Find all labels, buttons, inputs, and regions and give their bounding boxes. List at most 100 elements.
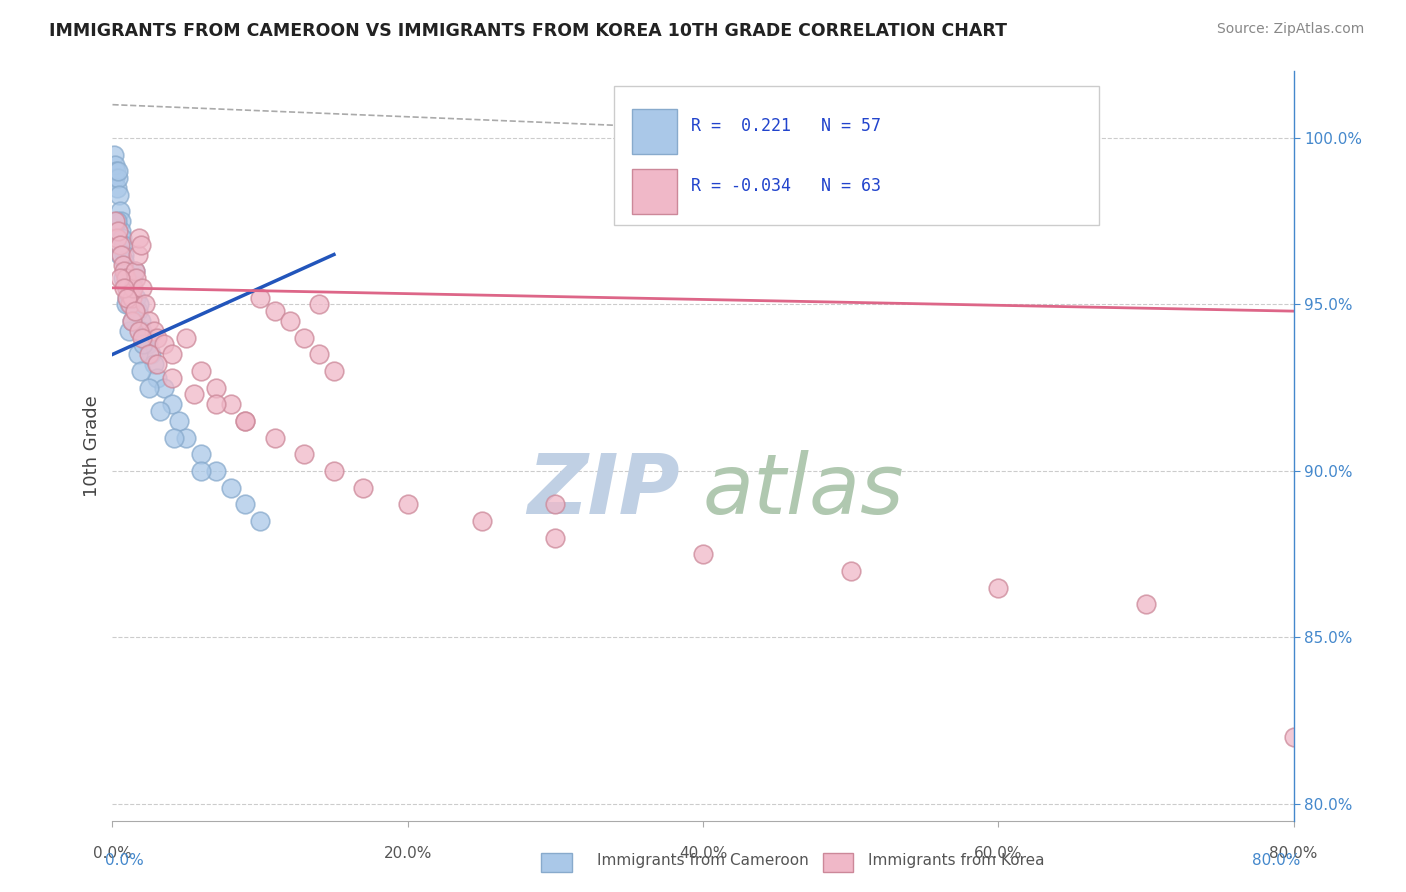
- Point: [121, 314, 143, 328]
- Point: [103, 147, 125, 161]
- Text: 20.0%: 20.0%: [384, 846, 432, 861]
- Point: [190, 447, 212, 461]
- Point: [121, 277, 143, 292]
- Point: [308, 347, 330, 361]
- Point: [153, 337, 176, 351]
- Point: [233, 414, 256, 428]
- Point: [146, 331, 169, 345]
- Point: [112, 281, 135, 295]
- Point: [160, 397, 183, 411]
- Point: [110, 224, 132, 238]
- Point: [112, 254, 135, 268]
- Point: [111, 270, 134, 285]
- Point: [118, 324, 141, 338]
- Point: [264, 431, 287, 445]
- Point: [219, 397, 242, 411]
- Text: Immigrants from Cameroon: Immigrants from Cameroon: [598, 854, 808, 868]
- Point: [117, 291, 138, 305]
- Point: [124, 264, 146, 278]
- Point: [153, 381, 176, 395]
- Text: Source: ZipAtlas.com: Source: ZipAtlas.com: [1216, 22, 1364, 37]
- Point: [146, 370, 169, 384]
- Point: [104, 170, 127, 185]
- Point: [1282, 731, 1305, 745]
- Bar: [633, 169, 678, 214]
- Point: [120, 297, 142, 311]
- Point: [105, 181, 128, 195]
- Point: [174, 331, 197, 345]
- Point: [249, 514, 271, 528]
- Point: [122, 281, 145, 295]
- Point: [110, 214, 132, 228]
- Point: [114, 297, 136, 311]
- Point: [134, 331, 156, 345]
- Point: [124, 264, 146, 278]
- Point: [396, 497, 419, 511]
- Point: [131, 281, 153, 295]
- Point: [131, 331, 153, 345]
- Point: [160, 370, 183, 384]
- Text: 80.0%: 80.0%: [1270, 846, 1317, 861]
- Point: [323, 464, 346, 478]
- Point: [104, 214, 127, 228]
- Point: [249, 291, 271, 305]
- Point: [115, 281, 138, 295]
- Point: [205, 397, 228, 411]
- Point: [128, 297, 150, 311]
- Point: [125, 270, 148, 285]
- Text: 0.0%: 0.0%: [93, 846, 132, 861]
- Point: [120, 287, 142, 301]
- Point: [108, 204, 131, 219]
- Point: [108, 187, 131, 202]
- Point: [105, 214, 128, 228]
- Point: [108, 270, 131, 285]
- Point: [219, 481, 242, 495]
- Text: IMMIGRANTS FROM CAMEROON VS IMMIGRANTS FROM KOREA 10TH GRADE CORRELATION CHART: IMMIGRANTS FROM CAMEROON VS IMMIGRANTS F…: [49, 22, 1007, 40]
- Point: [139, 347, 162, 361]
- Text: R =  0.221   N = 57: R = 0.221 N = 57: [692, 117, 882, 135]
- Point: [107, 164, 129, 178]
- Point: [108, 237, 131, 252]
- Point: [111, 258, 134, 272]
- Point: [121, 291, 143, 305]
- Point: [142, 324, 165, 338]
- Point: [352, 481, 374, 495]
- Point: [127, 347, 149, 361]
- Point: [104, 158, 127, 172]
- Point: [190, 464, 212, 478]
- Text: R = -0.034   N = 63: R = -0.034 N = 63: [692, 177, 882, 195]
- Text: 40.0%: 40.0%: [679, 846, 727, 861]
- Point: [323, 364, 346, 378]
- Text: ZIP: ZIP: [527, 450, 679, 532]
- Point: [138, 314, 160, 328]
- Point: [1135, 597, 1157, 611]
- Text: Immigrants from Korea: Immigrants from Korea: [868, 854, 1045, 868]
- Point: [108, 247, 131, 261]
- Point: [233, 497, 256, 511]
- Point: [107, 170, 129, 185]
- Point: [470, 514, 494, 528]
- Point: [160, 347, 183, 361]
- Point: [114, 270, 136, 285]
- Point: [692, 547, 714, 561]
- Point: [132, 337, 155, 351]
- Point: [118, 287, 141, 301]
- Point: [163, 431, 186, 445]
- Point: [264, 304, 287, 318]
- Point: [205, 381, 228, 395]
- Point: [117, 291, 138, 305]
- Point: [124, 304, 146, 318]
- Point: [544, 497, 567, 511]
- Point: [111, 231, 134, 245]
- Point: [278, 314, 301, 328]
- Point: [128, 231, 150, 245]
- Point: [138, 381, 160, 395]
- Point: [292, 331, 315, 345]
- Point: [987, 581, 1010, 595]
- Point: [308, 297, 330, 311]
- Point: [183, 387, 205, 401]
- Point: [105, 164, 128, 178]
- Point: [114, 264, 136, 278]
- Point: [138, 347, 160, 361]
- Text: atlas: atlas: [703, 450, 904, 532]
